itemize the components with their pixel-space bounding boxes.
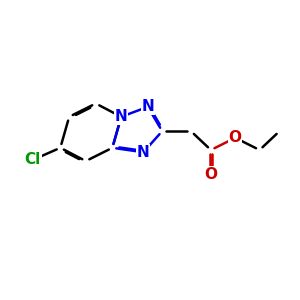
Text: N: N xyxy=(115,109,128,124)
Text: O: O xyxy=(229,130,242,145)
Text: O: O xyxy=(204,167,218,182)
Text: N: N xyxy=(137,145,150,160)
Text: N: N xyxy=(141,99,154,114)
Text: Cl: Cl xyxy=(25,152,41,167)
